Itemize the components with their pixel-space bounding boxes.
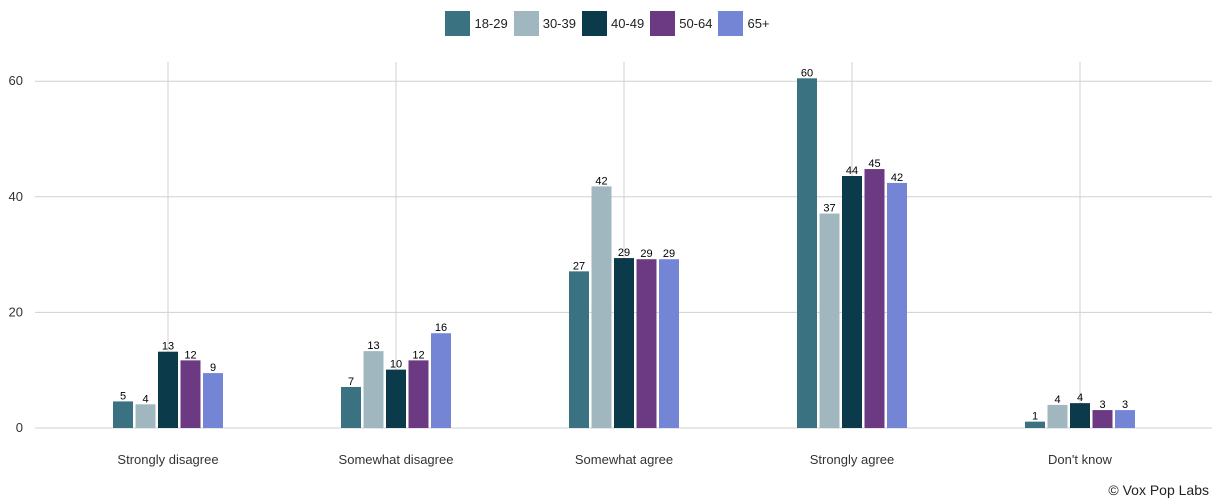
y-tick-label: 40 [9,189,23,204]
bar [591,186,612,428]
x-tick-label: Don't know [1048,452,1113,467]
bar [659,259,679,428]
x-tick-label: Somewhat disagree [339,452,454,467]
bar [614,258,634,428]
data-label: 42 [595,175,607,187]
x-tick-label: Somewhat agree [575,452,673,467]
bar [887,182,907,428]
bar [341,386,361,428]
legend-swatch [581,11,607,36]
data-label: 37 [823,203,835,215]
bar [203,373,223,428]
data-label: 12 [412,349,424,361]
legend-item-2: 40-49 [581,11,645,36]
bar [569,271,589,428]
bar [819,213,840,428]
legend-swatch [513,11,539,36]
data-label: 13 [367,340,379,352]
credit-text: © Vox Pop Labs [1108,482,1209,498]
x-tick-label: Strongly agree [810,452,895,467]
legend-label: 40-49 [610,16,645,31]
bar [842,175,862,428]
data-label: 4 [1077,392,1083,404]
bar [408,360,429,428]
bar [1092,410,1113,428]
data-label: 9 [210,362,216,374]
data-label: 44 [846,165,858,177]
data-label: 4 [142,393,148,405]
y-tick-label: 20 [9,304,23,319]
bar [1115,410,1135,428]
legend-swatch [445,11,471,36]
data-label: 3 [1099,399,1105,411]
data-label: 7 [348,376,354,388]
bar [1025,421,1045,428]
bar [158,351,178,428]
data-label: 5 [120,390,126,402]
data-label: 60 [801,67,813,79]
data-label: 3 [1122,399,1128,411]
legend-item-1: 30-39 [513,11,576,36]
data-label: 29 [618,247,630,259]
data-label: 13 [162,341,174,353]
legend-item-4: 65+ [718,11,770,36]
bar [180,360,201,428]
bar [1070,403,1090,428]
legend-swatch [650,11,676,36]
bar [864,169,885,428]
bar [636,259,657,428]
legend-label: 30-39 [542,16,576,31]
legend-label: 50-64 [679,16,713,31]
y-tick-label: 60 [9,73,23,88]
y-tick-label: 0 [16,420,23,435]
data-label: 29 [663,248,675,260]
bar [363,351,384,428]
data-label: 29 [640,248,652,260]
legend-swatch [718,11,744,36]
legend: 18-29 30-39 40-49 50-64 65+ [0,11,1215,36]
bar [1047,404,1068,428]
data-label: 42 [891,172,903,184]
x-tick-label: Strongly disagree [117,452,218,467]
bar [797,78,817,428]
data-label: 1 [1032,411,1038,423]
data-label: 27 [573,260,585,272]
data-label: 12 [184,349,196,361]
bar [113,401,133,428]
data-label: 45 [868,158,880,170]
legend-item-3: 50-64 [650,11,712,36]
legend-label: 18-29 [474,16,508,31]
legend-item-0: 18-29 [445,11,508,36]
data-label: 16 [435,322,447,334]
bar [135,404,156,428]
data-label: 4 [1054,394,1060,406]
data-label: 10 [390,359,402,371]
bar [386,369,406,428]
bar [431,333,451,428]
legend-label: 65+ [747,16,770,31]
